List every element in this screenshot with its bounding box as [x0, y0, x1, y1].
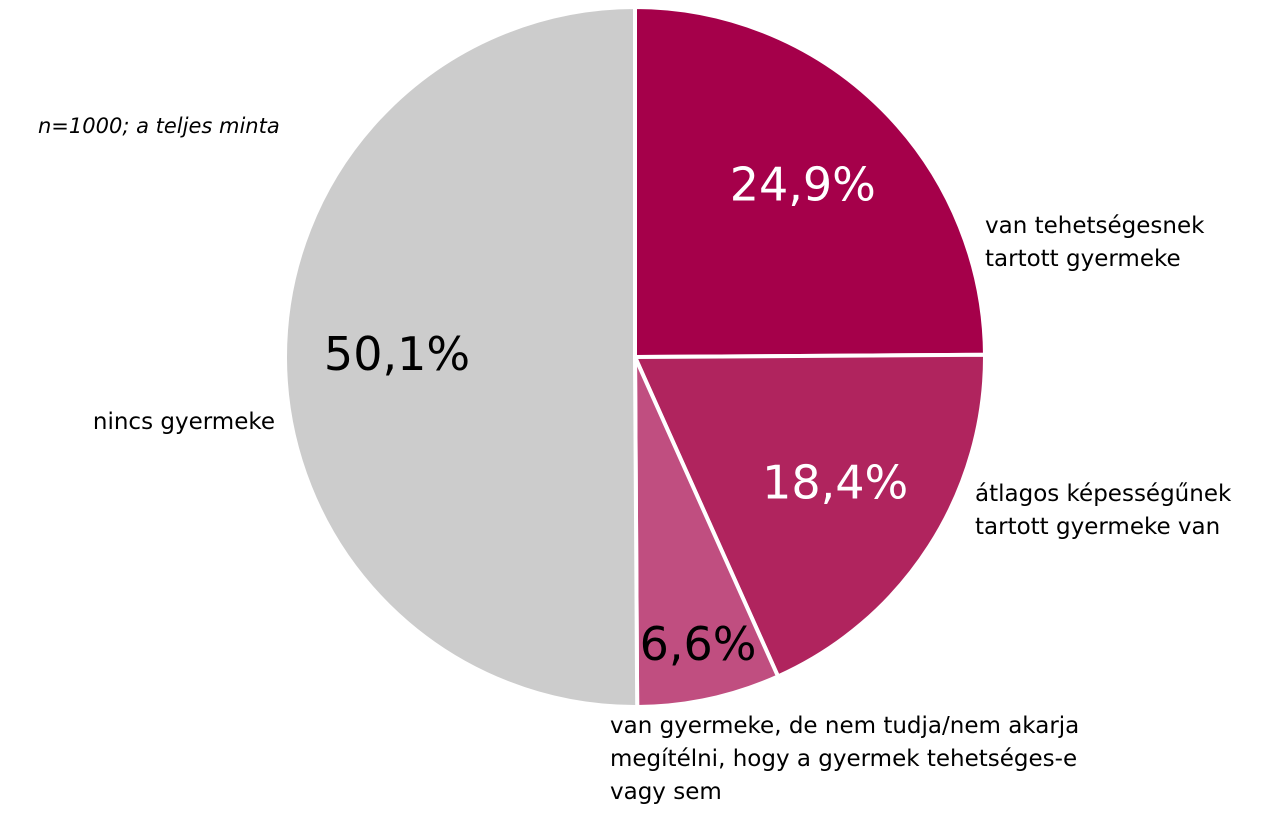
category-label: átlagos képességűnek tartott gyermeke va… [975, 481, 1232, 540]
value-label: 24,9% [730, 158, 876, 212]
value-label: 18,4% [762, 455, 908, 509]
category-label: van tehetségesnek tartott gyermeke [985, 213, 1205, 272]
pie-slice [633, 4, 988, 360]
note: n=1000; a teljes minta [38, 114, 280, 138]
pie-slice [633, 356, 781, 710]
category-label: nincs gyermeke [92, 409, 275, 435]
value-label: 6,6% [640, 617, 757, 671]
pie-slice [283, 4, 640, 709]
category-label: van gyermeke, de nem tudja/nem akarja me… [610, 713, 1080, 805]
pie-slice [631, 352, 987, 680]
value-label: 50,1% [324, 327, 470, 381]
